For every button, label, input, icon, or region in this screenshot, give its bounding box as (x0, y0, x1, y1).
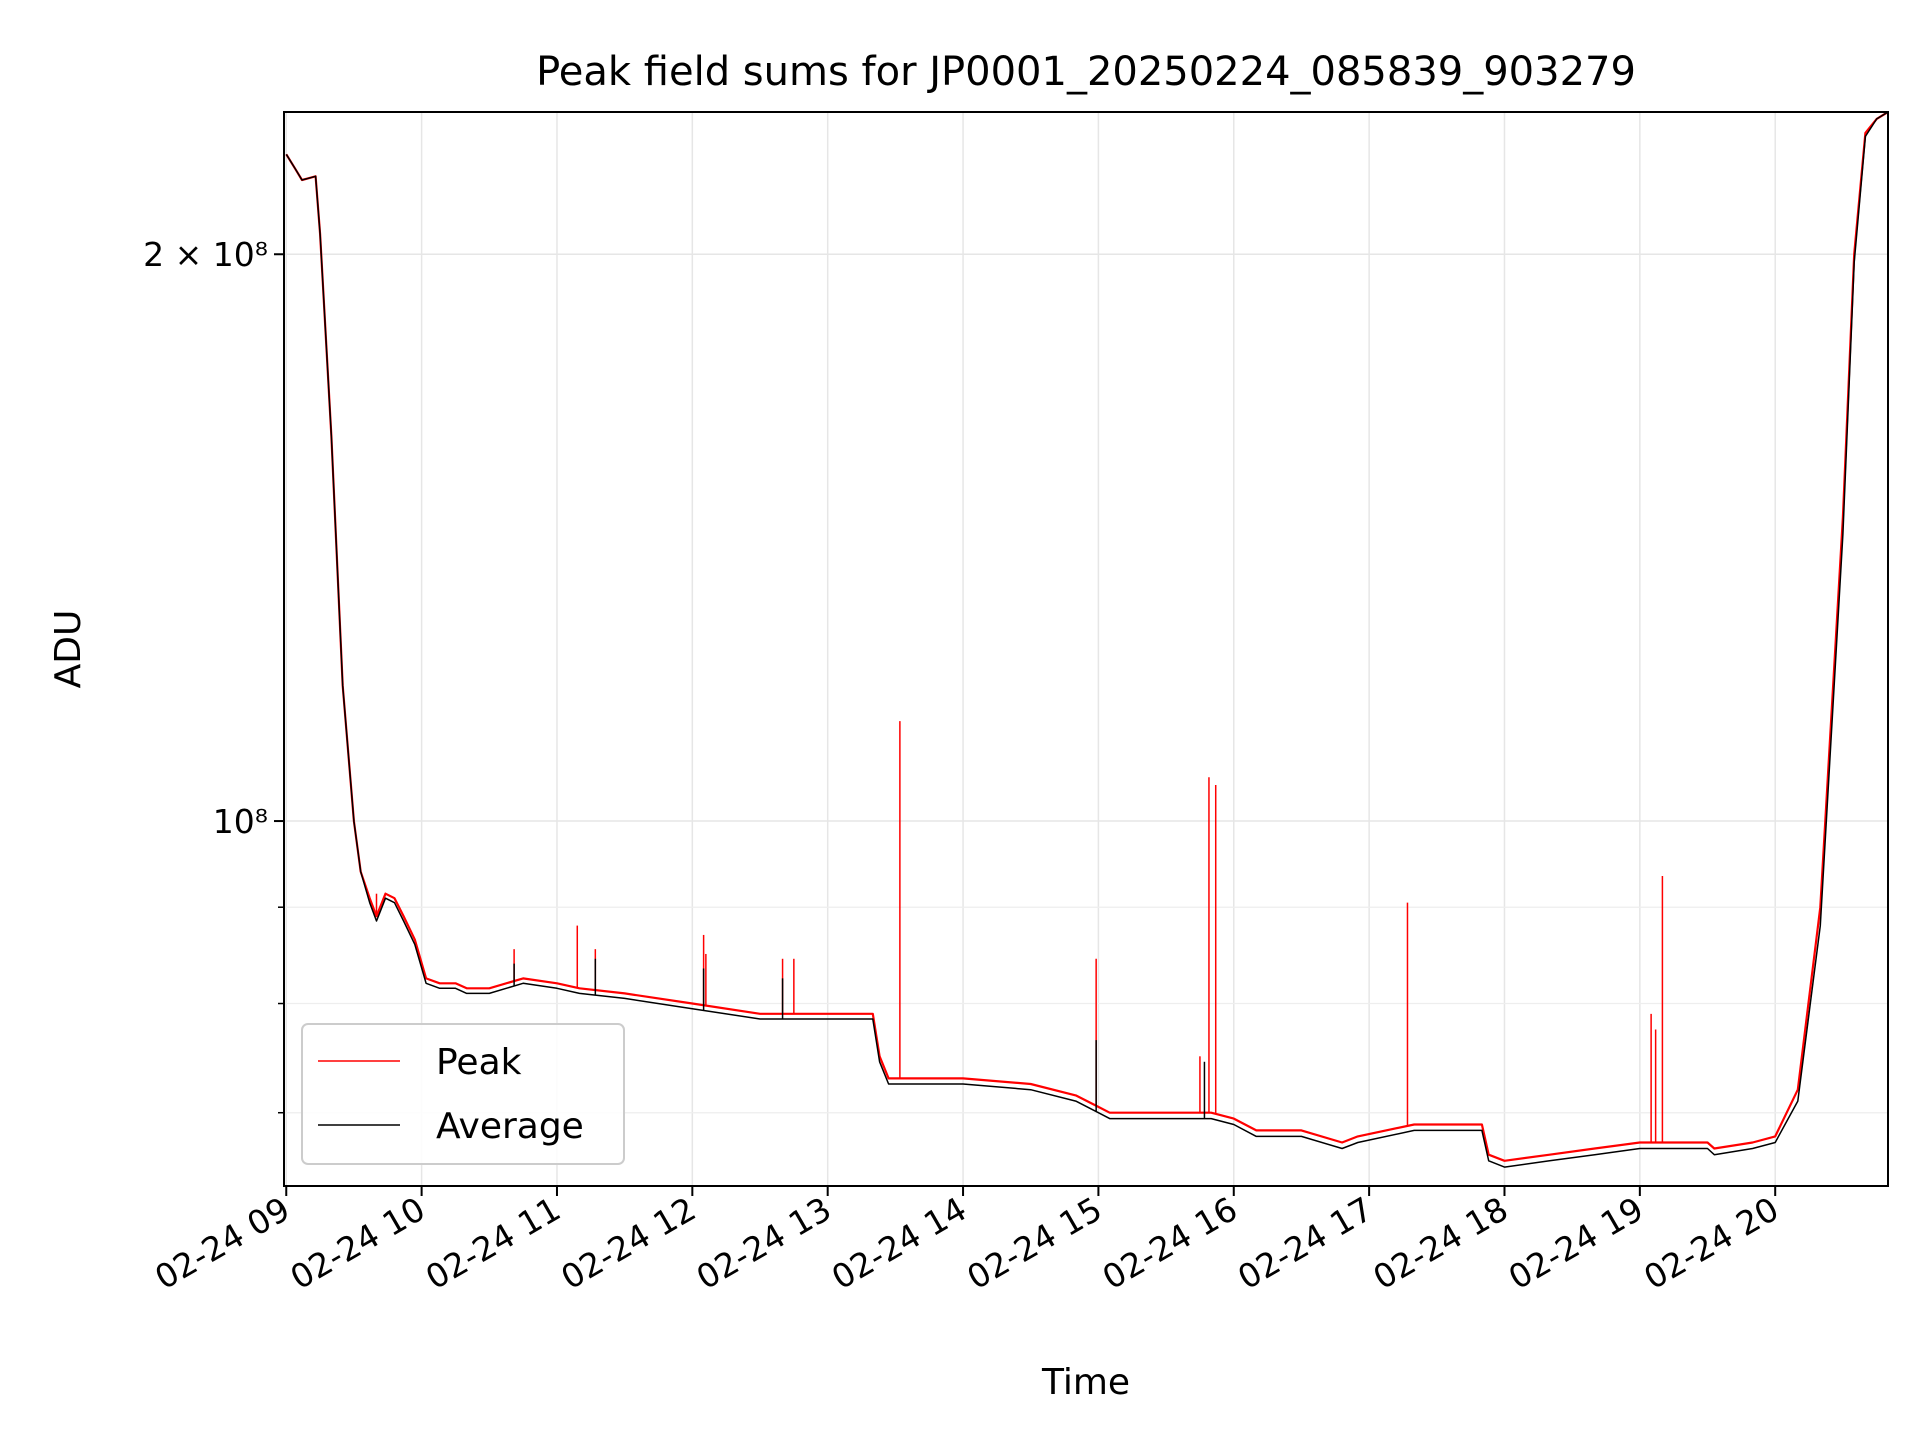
y-tick-label: 2 × 10⁸ (143, 235, 268, 274)
y-axis: 2 × 10⁸ 10⁸ (143, 235, 284, 1114)
x-tick-label: 02-24 13 (690, 1189, 838, 1297)
series-line-peak (285, 111, 1889, 1162)
series-layer (285, 111, 1889, 1168)
x-axis-label: Time (1041, 1362, 1130, 1403)
legend-label-peak: Peak (436, 1042, 522, 1083)
x-tick-label: 02-24 18 (1366, 1189, 1514, 1297)
x-tick-label: 02-24 17 (1231, 1189, 1379, 1297)
legend-label-average: Average (436, 1106, 584, 1147)
x-tick-label: 02-24 11 (419, 1189, 567, 1297)
legend: Peak Average (301, 1023, 625, 1165)
plot-frame (283, 111, 1889, 1187)
legend-box (301, 1023, 625, 1165)
x-tick-label: 02-24 14 (825, 1189, 973, 1297)
series-line-average (285, 111, 1889, 1168)
grid (284, 112, 1888, 1186)
x-tick-label: 02-24 15 (960, 1189, 1108, 1297)
y-axis-label: ADU (48, 610, 89, 689)
x-tick-label: 02-24 10 (284, 1189, 432, 1297)
x-tick-label: 02-24 09 (148, 1189, 296, 1297)
x-tick-label: 02-24 16 (1096, 1189, 1244, 1297)
x-tick-label: 02-24 12 (554, 1189, 702, 1297)
x-tick-label: 02-24 19 (1502, 1189, 1650, 1297)
x-tick-label: 02-24 20 (1637, 1189, 1785, 1297)
chart-title: Peak field sums for JP0001_20250224_0858… (536, 49, 1636, 95)
y-tick-label: 10⁸ (213, 802, 268, 841)
